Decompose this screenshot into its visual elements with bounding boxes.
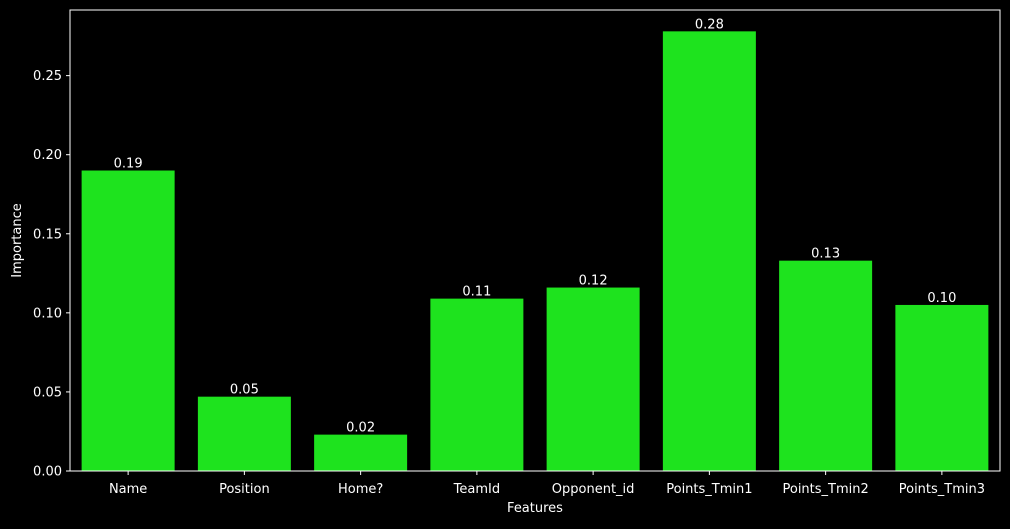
x-tick-label: Home? bbox=[338, 482, 383, 497]
bars-layer bbox=[81, 31, 989, 472]
x-tick-label: Points_Tmin3 bbox=[899, 482, 985, 497]
x-tick-label: Name bbox=[109, 482, 147, 497]
plot-frame bbox=[69, 9, 1001, 472]
data-label: 0.02 bbox=[346, 421, 375, 436]
data-labels-layer: 0.19 0.05 0.02 0.11 0.12 0.28 0.13 0.10 bbox=[114, 17, 957, 435]
data-label: 0.13 bbox=[811, 247, 840, 262]
x-tick-label: Opponent_id bbox=[552, 482, 635, 497]
x-tick-label: TeamId bbox=[453, 482, 500, 497]
data-label: 0.12 bbox=[579, 274, 608, 289]
x-tick-label: Points_Tmin2 bbox=[782, 482, 868, 497]
bar bbox=[197, 396, 291, 471]
data-label: 0.28 bbox=[695, 17, 724, 32]
data-label: 0.10 bbox=[927, 291, 956, 306]
y-tick-label: 0.25 bbox=[33, 69, 62, 84]
bar bbox=[779, 260, 873, 471]
bar bbox=[895, 304, 989, 471]
x-axis-title: Features bbox=[507, 501, 563, 516]
bar bbox=[430, 298, 524, 471]
bar bbox=[314, 434, 408, 471]
y-tick-label: 0.00 bbox=[33, 465, 62, 480]
bar bbox=[662, 31, 756, 471]
bar bbox=[81, 170, 175, 472]
data-label: 0.05 bbox=[230, 383, 259, 398]
y-tick-label: 0.20 bbox=[33, 148, 62, 163]
bar bbox=[546, 287, 640, 471]
y-tick-label: 0.10 bbox=[33, 306, 62, 321]
data-label: 0.19 bbox=[114, 157, 143, 172]
y-axis-title: Importance bbox=[10, 203, 25, 278]
y-axis: 0.00 0.05 0.10 0.15 0.20 0.25 bbox=[33, 69, 70, 480]
y-tick-label: 0.15 bbox=[33, 227, 62, 242]
x-tick-label: Points_Tmin1 bbox=[666, 482, 752, 497]
x-tick-label: Position bbox=[219, 482, 270, 497]
y-tick-label: 0.05 bbox=[33, 385, 62, 400]
data-label: 0.11 bbox=[462, 285, 491, 300]
x-axis: Name Position Home? TeamId Opponent_id Points… bbox=[109, 471, 985, 497]
